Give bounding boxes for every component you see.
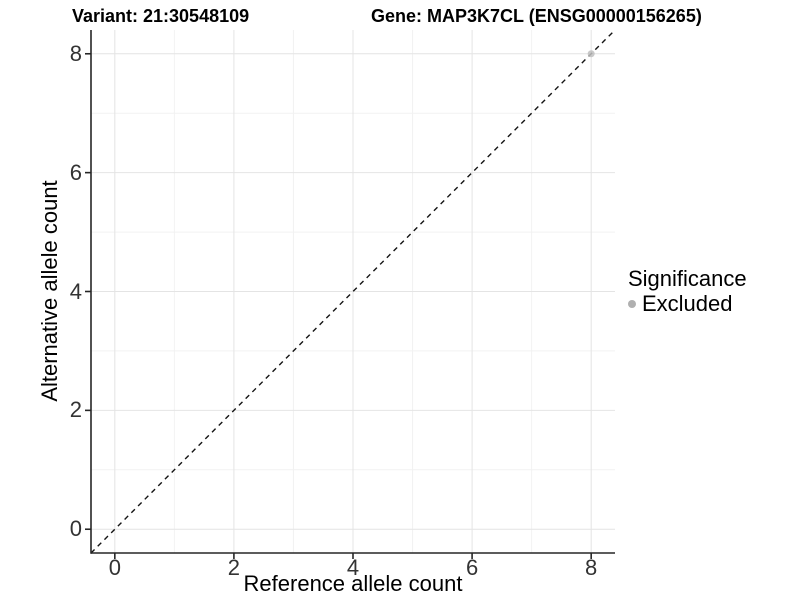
x-tick-label: 6 [465,555,479,580]
x-tick-label: 2 [227,555,241,580]
legend-item-label: Excluded [642,291,733,316]
variant-title: Variant: 21:30548109 [72,6,250,26]
gene-title: Gene: MAP3K7CL (ENSG00000156265) [371,6,702,26]
legend: Significance Excluded [628,267,747,316]
plot-panel [85,29,616,559]
x-tick-label: 0 [108,555,121,580]
y-tick-label: 0 [69,516,82,542]
excluded-dot-icon [628,300,636,308]
y-tick-label: 6 [69,159,82,185]
x-tick-label: 4 [346,555,360,580]
y-tick-label: 8 [69,40,82,66]
x-axis-title: Reference allele count [243,571,463,596]
x-tick-label: 8 [585,555,598,580]
plot-panel-svg [85,29,616,559]
y-tick-label: 4 [69,278,82,304]
legend-item-excluded: Excluded [628,292,747,316]
legend-title: Significance [628,266,747,291]
data-point-excluded [587,50,595,58]
y-tick-label: 2 [69,397,82,423]
